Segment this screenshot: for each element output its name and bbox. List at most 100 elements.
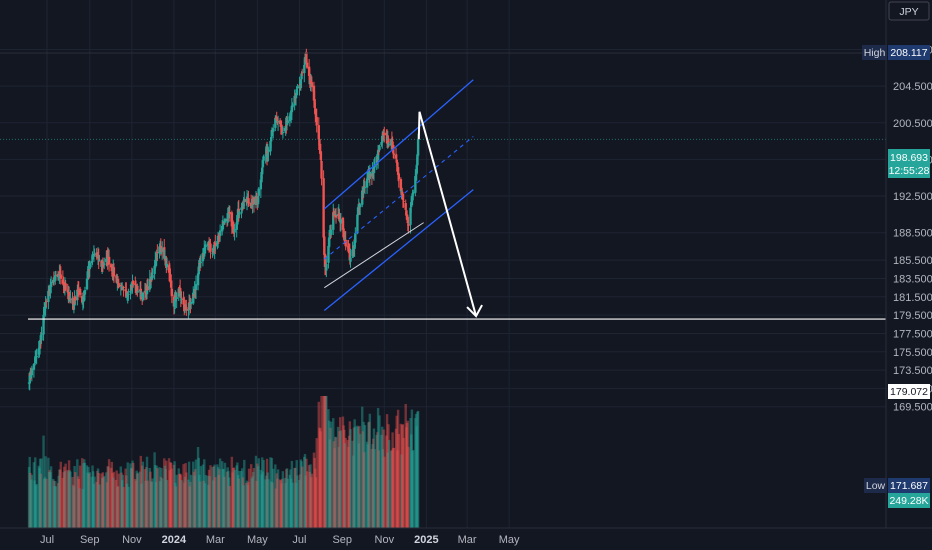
volume-bar	[144, 480, 147, 528]
volume-bar	[47, 457, 50, 528]
candle-body	[243, 198, 246, 203]
volume-bar	[134, 480, 138, 528]
volume-bar	[341, 416, 345, 528]
candle-body	[301, 72, 304, 74]
projection-path	[417, 111, 478, 317]
candle-body	[77, 290, 80, 292]
candle-body	[257, 188, 260, 196]
volume-bar	[267, 479, 270, 528]
volume-bar	[201, 464, 205, 528]
volume-bar	[30, 474, 34, 528]
volume-bar	[29, 472, 32, 528]
volume-bar	[363, 452, 366, 528]
volume-bar	[169, 462, 172, 528]
volume-bar	[86, 472, 89, 528]
volume-bar	[124, 468, 127, 528]
volume-bar	[179, 474, 183, 528]
candle-body	[32, 363, 36, 370]
candle-body	[178, 286, 181, 288]
candle-body	[396, 167, 400, 175]
volume-bar	[218, 469, 221, 528]
volume-bar	[367, 422, 370, 528]
volume-bar	[178, 474, 181, 528]
volume-bar	[308, 471, 312, 528]
candle-body	[242, 203, 245, 207]
currency-badge[interactable]	[888, 1, 930, 21]
volume-bar	[87, 473, 91, 528]
volume-bar	[183, 476, 187, 528]
candle-body	[187, 309, 190, 311]
volume-bar	[105, 482, 109, 528]
volume-bar	[356, 425, 359, 528]
candle-body	[184, 304, 187, 309]
candle-body	[174, 295, 178, 299]
candle-body	[29, 373, 32, 377]
channel-lower-line	[323, 189, 474, 312]
volume-bar	[27, 466, 31, 528]
volume-bar	[93, 476, 96, 528]
candle-body	[101, 264, 105, 266]
currency-label: JPY	[899, 6, 918, 18]
candle-body	[218, 230, 222, 237]
volume-bar	[322, 396, 325, 528]
volume-bar	[332, 418, 335, 528]
volume-bar	[92, 483, 96, 528]
candle-body	[385, 132, 388, 136]
volume-bar	[317, 401, 320, 528]
candle-body	[378, 146, 381, 151]
candle-body	[402, 200, 405, 202]
volume-bar	[402, 437, 405, 528]
volume-bar	[303, 456, 306, 528]
candle-body	[284, 126, 287, 129]
candle-body	[309, 80, 313, 84]
volume-bar	[378, 415, 381, 528]
volume-bar	[131, 460, 134, 528]
candle-body	[405, 214, 409, 220]
candle-body	[237, 208, 240, 214]
volume-bar	[377, 450, 380, 528]
volume-bar	[396, 450, 399, 528]
time-tick-label: Nov	[375, 534, 395, 546]
time-axis[interactable]: Jul Sep Nov 2024 Mar May Jul Sep Nov 2025 Mar May	[0, 527, 932, 546]
candle-body	[218, 235, 221, 238]
candle-body	[260, 175, 263, 179]
candle-body	[93, 253, 96, 255]
candle-body	[132, 280, 135, 285]
volume-bar	[314, 468, 317, 528]
volume-bar	[198, 481, 202, 528]
candle-body	[349, 257, 352, 262]
volume-bar	[361, 431, 365, 528]
volume-bar	[367, 421, 371, 528]
volume-bar	[328, 439, 332, 528]
volume-bar	[34, 457, 37, 528]
candle-body	[269, 140, 272, 152]
volume-bar	[392, 447, 396, 528]
candle-body	[40, 333, 43, 341]
volume-bar	[154, 481, 158, 528]
volume-bar	[33, 480, 36, 528]
candle-body	[281, 131, 285, 133]
candle-body	[281, 128, 284, 132]
volume-bar	[334, 436, 337, 528]
candle-body	[339, 219, 343, 224]
candle-body	[203, 247, 207, 250]
volume-bar	[130, 468, 134, 528]
candle-body	[92, 256, 95, 258]
candle-body	[56, 274, 60, 278]
candle-body	[136, 285, 139, 292]
volume-bar	[134, 478, 137, 528]
candle-body	[120, 284, 123, 287]
volume-bar	[58, 469, 61, 528]
candle-body	[227, 213, 231, 215]
candle-body	[187, 302, 191, 309]
candle-body	[410, 197, 414, 206]
volume-bar	[332, 441, 336, 528]
candle-body	[255, 196, 258, 199]
volume-bar	[226, 467, 229, 528]
volume-bar	[354, 426, 357, 528]
volume-bar	[385, 414, 389, 528]
volume-bar	[392, 447, 395, 528]
volume-bar	[58, 469, 62, 528]
candle-body	[214, 242, 217, 246]
